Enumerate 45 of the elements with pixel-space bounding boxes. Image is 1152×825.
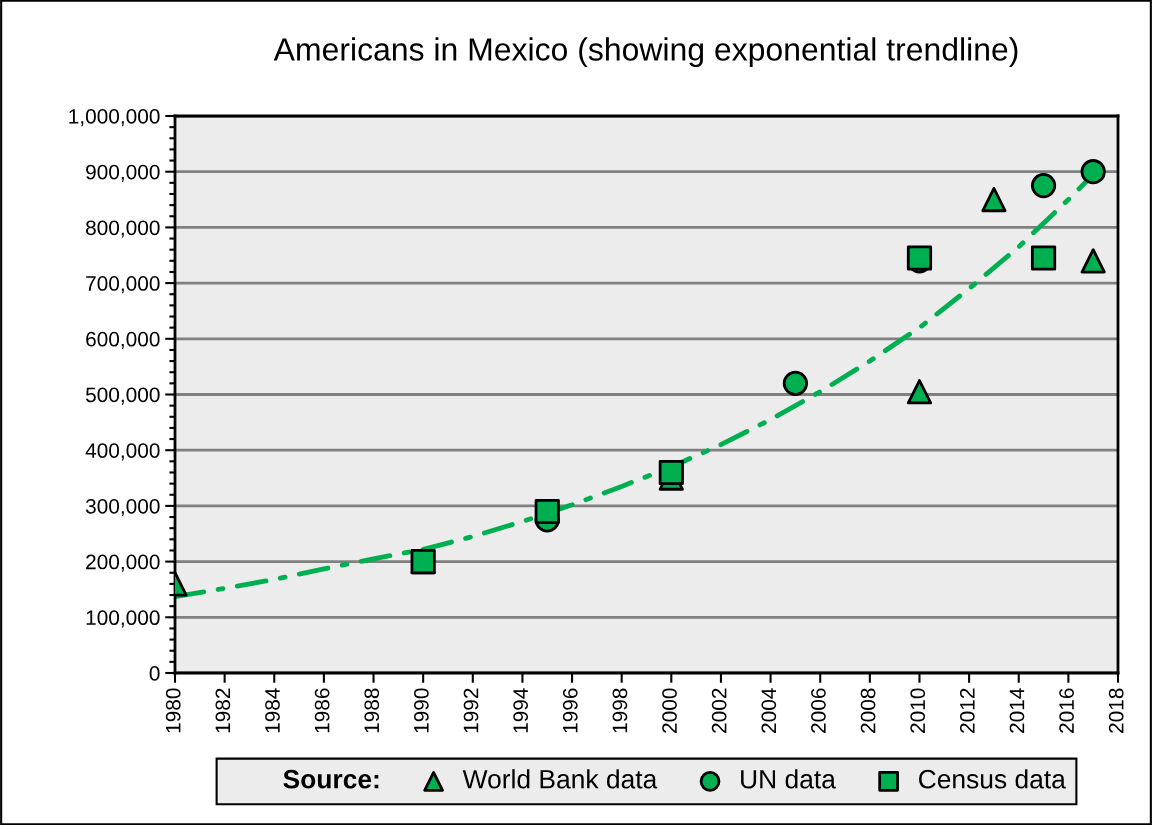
x-tick-label: 2004: [761, 688, 777, 733]
x-tick-label: 2012: [959, 688, 975, 733]
y-tick-label: 800,000: [86, 220, 160, 238]
y-tick-label: 100,000: [86, 610, 160, 628]
point: [658, 459, 684, 486]
chart-title: Americans in Mexico (showing exponential trendline): [273, 37, 1018, 68]
point: [1030, 173, 1057, 199]
y-tick-label: 400,000: [85, 443, 160, 461]
point: [906, 379, 933, 405]
x-tick-label: 1986: [314, 688, 330, 733]
x-tick-label: 2006: [811, 688, 826, 733]
x-tick-label: 1998: [612, 688, 628, 733]
y-tick-label: 1,000,000: [69, 109, 160, 127]
point: [981, 186, 1007, 213]
point: [1030, 245, 1057, 271]
x-tick-label: 1988: [364, 688, 380, 733]
x-tick-label: 2002: [711, 688, 727, 733]
y-tick-label: 900,000: [86, 164, 160, 182]
x-tick-label: 1980: [165, 688, 181, 733]
x-tick-label: 2008: [860, 688, 876, 733]
x-tick-label: 2010: [910, 688, 926, 733]
y-tick-label: 200,000: [86, 554, 160, 572]
x-tick-label: 2016: [1059, 688, 1074, 733]
y-tick-label: 500,000: [85, 387, 160, 405]
legend-title: Source:: [283, 769, 379, 789]
x-tick-label: 2000: [662, 688, 677, 733]
point: [1080, 248, 1106, 274]
x-tick-label: 1982: [215, 688, 231, 733]
legend-label: Census data: [919, 769, 1066, 789]
x-tick-label: 1984: [265, 688, 280, 733]
y-tick-label: 700,000: [86, 276, 160, 294]
point: [534, 498, 560, 525]
point: [1080, 159, 1106, 185]
y-tick-label: 0: [149, 666, 160, 681]
x-tick-label: 1992: [463, 688, 479, 733]
x-tick-label: 1996: [562, 688, 578, 733]
legend-label: World Bank data: [462, 769, 658, 789]
y-tick-label: 600,000: [86, 331, 160, 350]
x-tick-label: 1990: [414, 688, 429, 733]
legend-label: UN data: [741, 769, 836, 789]
point: [782, 370, 808, 396]
x-tick-label: 1994: [513, 688, 529, 733]
x-tick-label: 2014: [1009, 688, 1025, 733]
x-tick-label: 2018: [1108, 688, 1124, 733]
y-tick-label: 300,000: [85, 498, 160, 517]
